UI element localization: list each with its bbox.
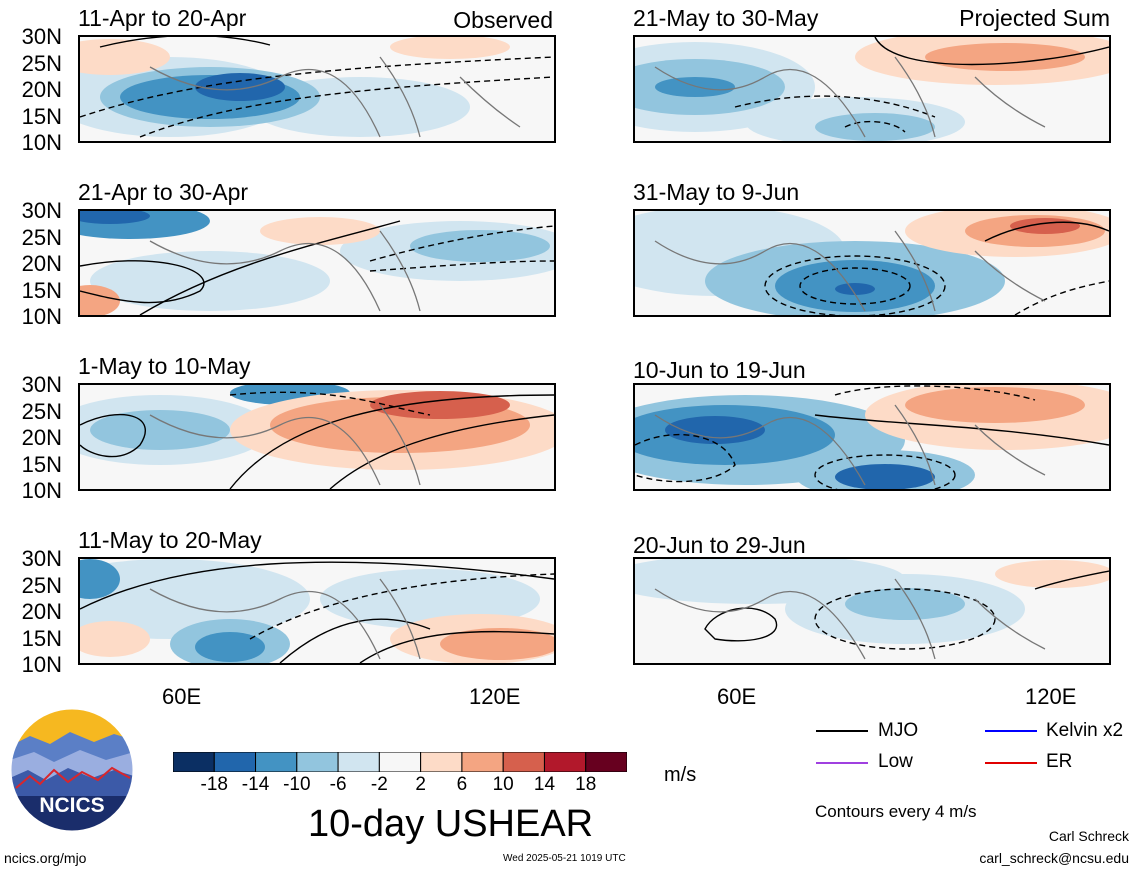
colorbar-swatch [543,751,587,773]
colorbar-tick-label: 10 [492,774,514,795]
colorbar-swatch [296,751,339,773]
panel-tag-projected: Projected Sum [959,5,1110,31]
colorbar-tick-label: 2 [415,774,426,795]
legend-kelvin-label: Kelvin x2 [1046,720,1124,741]
colorbar-swatches [172,751,628,773]
lat-label: 10N [21,304,62,329]
colorbar-units: m/s [664,764,697,786]
panel-tag-observed: Observed [453,7,553,33]
colorbar-tick-label: 6 [456,774,468,795]
footer-author: Carl Schreck [1048,828,1129,844]
footer-url: ncics.org/mjo [4,850,87,866]
lat-label: 30N [21,24,62,49]
legend-mjo-swatch [816,730,868,732]
colorbar-swatch [585,751,628,773]
colorbar-tick-label: -18 [200,774,228,795]
colorbar-swatch [255,751,298,773]
lat-label: 10N [21,478,62,503]
panel-title-2: 21-May to 30-May [633,5,819,31]
colorbar-swatch [337,751,380,773]
footer-email: carl_schreck@ncsu.edu [979,850,1129,866]
lat-label: 10N [21,652,62,677]
colorbar-tick-label: -10 [283,774,311,795]
lat-label: 15N [21,626,62,651]
lat-label: 10N [21,130,62,155]
map-panel-3 [78,209,556,317]
map-panel-7 [78,557,556,665]
panel-title-1: 11-Apr to 20-Apr [78,5,247,31]
colorbar-swatch [461,751,504,773]
colorbar-swatch [213,751,257,773]
logo-text: NCICS [39,794,104,817]
colorbar-swatch [502,751,545,773]
lat-label: 20N [21,425,62,450]
lat-label: 30N [21,198,62,223]
ncics-logo: NCICS [10,708,134,832]
lat-label: 25N [21,399,62,424]
legend-low-swatch [816,762,868,764]
colorbar-tick-label: 14 [533,774,556,795]
panel-title-3: 21-Apr to 30-Apr [78,179,249,205]
panel-title-5: 1-May to 10-May [78,353,251,379]
panel-title-7: 11-May to 20-May [78,527,262,553]
lat-label: 30N [21,546,62,571]
legend-low-label: Low [878,751,913,772]
lat-label: 30N [21,372,62,397]
colorbar-tick-label: -2 [370,774,388,795]
lat-label: 15N [21,452,62,477]
colorbar-tick-label: 18 [575,774,597,795]
figure-title: 10-day USHEAR [308,803,594,845]
map-panel-5 [78,383,556,491]
map-panel-8 [633,557,1111,665]
legend-kelvin-swatch [985,730,1037,732]
panel-title-8: 20-Jun to 29-Jun [633,532,806,558]
lon-label-60e-right: 60E [717,684,757,709]
contour-note: Contours every 4 m/s [815,802,977,821]
colorbar-tick-label: -6 [329,774,347,795]
panel-title-6: 10-Jun to 19-Jun [633,357,806,383]
lat-label: 20N [21,77,62,102]
lat-label: 15N [21,278,62,303]
lat-label: 20N [21,599,62,624]
lat-label: 25N [21,225,62,250]
colorbar-swatch [420,751,463,773]
map-panel-4 [633,209,1111,317]
lat-label: 25N [21,573,62,598]
colorbar-swatch [172,751,215,773]
lon-label-60e-left: 60E [162,684,202,709]
legend-er-label: ER [1046,751,1073,772]
colorbar-tick-label: -14 [241,774,270,795]
map-panel-2 [633,35,1111,143]
footer-timestamp: Wed 2025-05-21 1019 UTC [503,853,626,864]
panel-title-4: 31-May to 9-Jun [633,179,800,205]
map-panel-1 [78,35,556,143]
map-panel-6 [633,383,1111,491]
colorbar [172,751,628,773]
legend-er-swatch [985,762,1037,764]
colorbar-swatch [378,751,422,773]
lon-label-120e-left: 120E [469,684,521,709]
lat-label: 15N [21,104,62,129]
lon-label-120e-right: 120E [1025,684,1077,709]
lat-label: 20N [21,251,62,276]
legend-mjo-label: MJO [878,720,919,741]
lat-label: 25N [21,51,62,76]
